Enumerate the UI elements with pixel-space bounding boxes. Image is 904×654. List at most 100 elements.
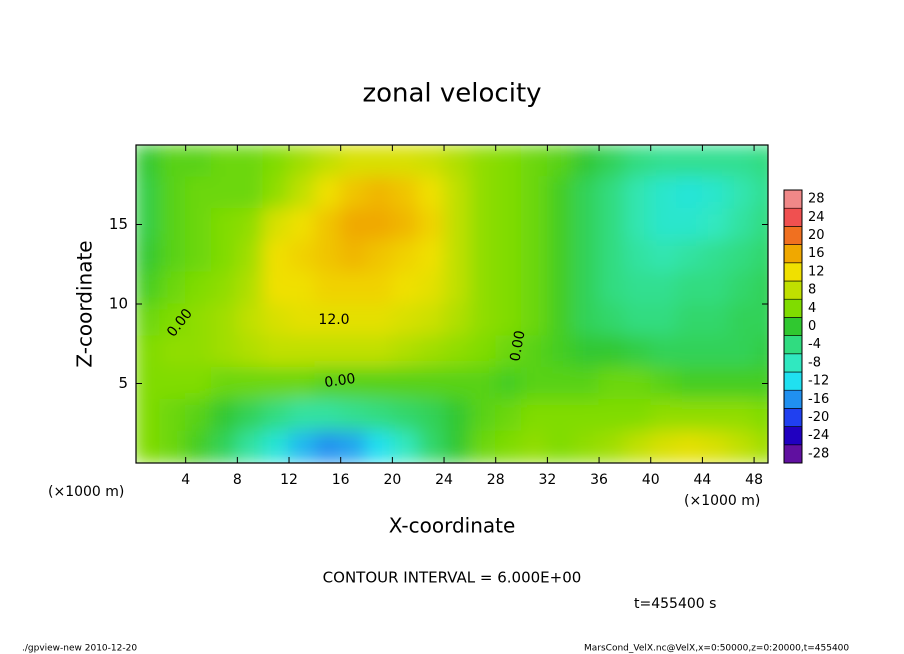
- contour-label: 0.00: [507, 329, 528, 362]
- colorbar-label: 4: [808, 301, 816, 316]
- field-cell: [650, 145, 678, 178]
- x-tick-label: 16: [332, 472, 350, 488]
- field-cell: [185, 398, 213, 432]
- field-cell: [340, 145, 368, 178]
- field-cell: [288, 367, 316, 400]
- field-cell: [701, 335, 729, 369]
- field-cell: [701, 145, 729, 178]
- field-cell: [136, 398, 161, 432]
- field-cell: [572, 430, 600, 463]
- field-cell: [495, 239, 523, 273]
- footer-left: ./gpview-new 2010-12-20: [22, 644, 137, 654]
- colorbar-label: 28: [808, 192, 825, 207]
- x-tick-label: 40: [642, 472, 660, 488]
- colorbar-band: [783, 371, 803, 391]
- field-cell: [159, 398, 187, 432]
- field-cells: [136, 145, 768, 463]
- field-cell: [469, 271, 497, 305]
- field-cell: [366, 145, 393, 178]
- field-cell: [443, 176, 471, 210]
- field-cell: [211, 303, 238, 337]
- field-cell: [314, 208, 342, 241]
- field-cell: [417, 398, 445, 432]
- field-cell: [136, 271, 161, 305]
- field-cell: [676, 367, 703, 400]
- field-cell: [469, 239, 497, 273]
- field-cell: [676, 145, 703, 178]
- x-tick-label: 20: [383, 472, 401, 488]
- x-tick-label: 4: [181, 472, 190, 488]
- x-axis-label: X-coordinate: [389, 514, 516, 538]
- field-cell: [159, 145, 187, 178]
- field-cell: [314, 145, 342, 178]
- colorbar-band: [783, 262, 803, 282]
- field-cell: [650, 176, 678, 210]
- field-cell: [288, 335, 316, 369]
- field-cell: [624, 430, 652, 463]
- field-cell: [288, 430, 316, 463]
- field-cell: [185, 271, 213, 305]
- field-cell: [753, 145, 768, 178]
- contour-label: 12.0: [318, 312, 349, 328]
- field-cell: [136, 335, 161, 369]
- contour-note: CONTOUR INTERVAL = 6.000E+00: [323, 569, 582, 587]
- field-cell: [366, 335, 393, 369]
- colorbar-label: -24: [808, 428, 829, 443]
- field-cell: [650, 239, 678, 273]
- colorbar-band: [783, 408, 803, 427]
- colorbar-label: -12: [808, 374, 829, 389]
- field-cell: [727, 335, 755, 369]
- y-tick-label: 15: [109, 215, 128, 233]
- field-cell: [676, 303, 703, 337]
- field-cell: [236, 335, 264, 369]
- overlay: 4 8 12 16 20 24 28 32 36 40 44 4851015-28-24-20-16-…: [109, 144, 829, 488]
- field-cell: [159, 271, 187, 305]
- field-cell: [469, 303, 497, 337]
- field-cell: [495, 367, 523, 400]
- colorbar-band: [783, 353, 803, 373]
- field-cell: [262, 335, 290, 369]
- colorbar-label: -4: [808, 337, 821, 352]
- field-cell: [159, 335, 187, 369]
- field-cell: [314, 398, 342, 432]
- field-cell: [288, 208, 316, 241]
- field-cell: [262, 303, 290, 337]
- field-cell: [521, 239, 548, 273]
- field-cell: [598, 430, 626, 463]
- field-cell: [236, 367, 264, 400]
- field-cell: [366, 367, 393, 400]
- field-cell: [495, 430, 523, 463]
- x-tick-label: 24: [435, 472, 453, 488]
- colorbar-band: [783, 226, 803, 245]
- field-cell: [572, 176, 600, 210]
- field-cell: [701, 208, 729, 241]
- field-cell: [676, 176, 703, 210]
- field-cell: [753, 335, 768, 369]
- footer-right: MarsCond_VelX.nc@VelX,x=0:50000,z=0:2000…: [584, 644, 849, 654]
- field-cell: [598, 145, 626, 178]
- field-cell: [572, 145, 600, 178]
- field-cell: [572, 335, 600, 369]
- field-cell: [495, 176, 523, 210]
- field-cell: [753, 303, 768, 337]
- field-cell: [314, 239, 342, 273]
- field-cell: [521, 208, 548, 241]
- field-cell: [676, 335, 703, 369]
- field-cell: [624, 367, 652, 400]
- field-cell: [753, 367, 768, 400]
- field-cell: [495, 398, 523, 432]
- field-cell: [650, 367, 678, 400]
- field-cell: [340, 303, 368, 337]
- field-cell: [676, 239, 703, 273]
- field-cell: [624, 271, 652, 305]
- colorbar-band: [783, 280, 803, 300]
- field-cell: [185, 208, 213, 241]
- field-cell: [753, 398, 768, 432]
- field-cell: [521, 303, 548, 337]
- field-cell: [598, 398, 626, 432]
- field-cell: [443, 367, 471, 400]
- field-cell: [314, 176, 342, 210]
- field-cell: [262, 430, 290, 463]
- field-cell: [136, 176, 161, 210]
- field-cell: [650, 208, 678, 241]
